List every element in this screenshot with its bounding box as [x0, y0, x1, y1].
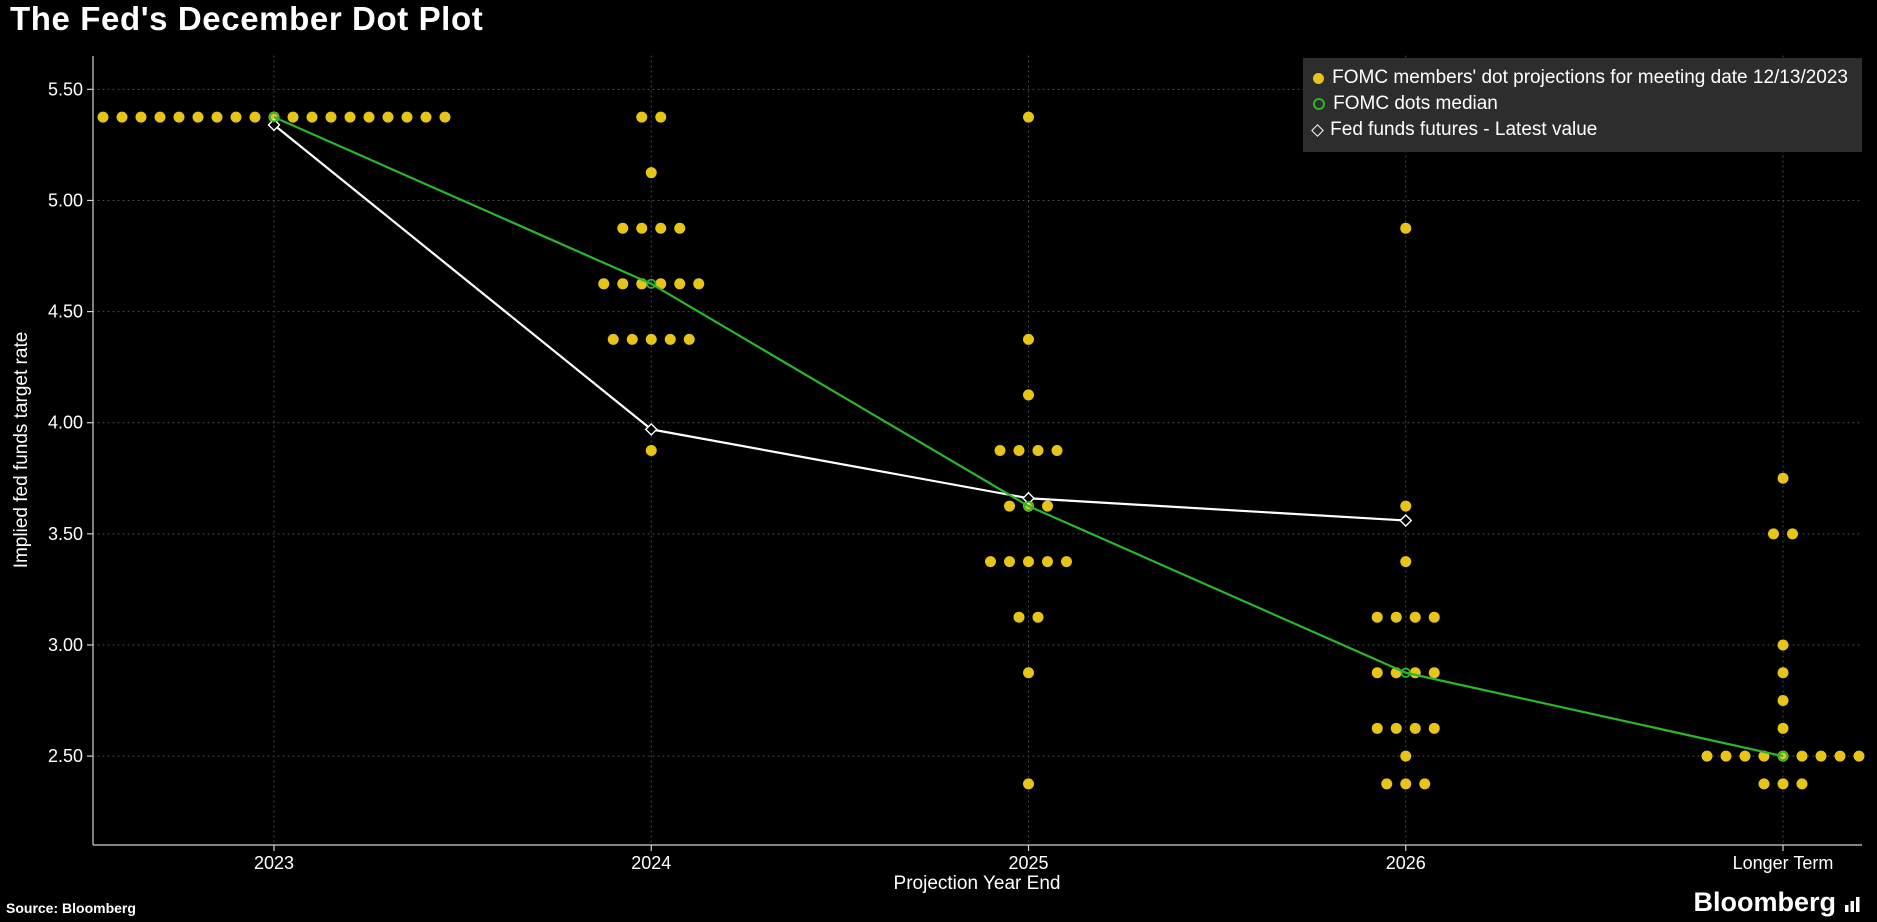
gridlines: [92, 55, 1863, 846]
svg-text:2.50: 2.50: [48, 746, 83, 766]
bloomberg-chart-icon: [1845, 897, 1860, 912]
svg-text:2026: 2026: [1386, 853, 1426, 873]
fomc-dots-layer: [97, 111, 1865, 790]
svg-text:3.00: 3.00: [48, 635, 83, 655]
white-diamond-icon: [1311, 123, 1325, 137]
svg-text:2023: 2023: [254, 853, 294, 873]
axis-tick-labels: 5.50 5.00 4.50 4.00 3.50 3.00 2.50 2023 2024 2025…: [48, 79, 1833, 873]
axes: [87, 56, 1862, 851]
fomc-median-line: [268, 112, 1789, 762]
svg-text:5.50: 5.50: [48, 79, 83, 99]
legend-item-label: FOMC dots median: [1333, 93, 1498, 114]
yellow-dot-icon: [1313, 72, 1325, 84]
y-axis-title: Implied fed funds target rate: [11, 331, 32, 569]
x-axis-title: Projection Year End: [893, 873, 1061, 894]
svg-text:4.00: 4.00: [48, 413, 83, 433]
svg-text:2025: 2025: [1008, 853, 1048, 873]
svg-text:2024: 2024: [631, 853, 671, 873]
page-title: The Fed's December Dot Plot: [10, 0, 484, 37]
green-circle-icon: [1313, 98, 1326, 110]
svg-text:5.00: 5.00: [48, 190, 83, 210]
legend-item-futures: Fed funds futures - Latest value: [1311, 117, 1848, 143]
legend-item-label: Fed funds futures - Latest value: [1330, 119, 1598, 140]
source-note: Source: Bloomberg: [6, 900, 136, 916]
svg-text:Longer Term: Longer Term: [1733, 853, 1834, 873]
legend-item-fomc-dots: FOMC members' dot projections for meetin…: [1313, 65, 1848, 91]
legend: FOMC members' dot projections for meetin…: [1303, 58, 1862, 152]
bloomberg-logo-text: Bloomberg: [1693, 887, 1836, 917]
legend-item-label: FOMC members' dot projections for meetin…: [1332, 67, 1848, 88]
svg-text:3.50: 3.50: [48, 524, 83, 544]
bloomberg-logo: Bloomberg: [1693, 887, 1863, 918]
fed-funds-futures-line: [267, 118, 1413, 527]
legend-item-median: FOMC dots median: [1313, 91, 1848, 117]
svg-text:4.50: 4.50: [48, 302, 83, 322]
